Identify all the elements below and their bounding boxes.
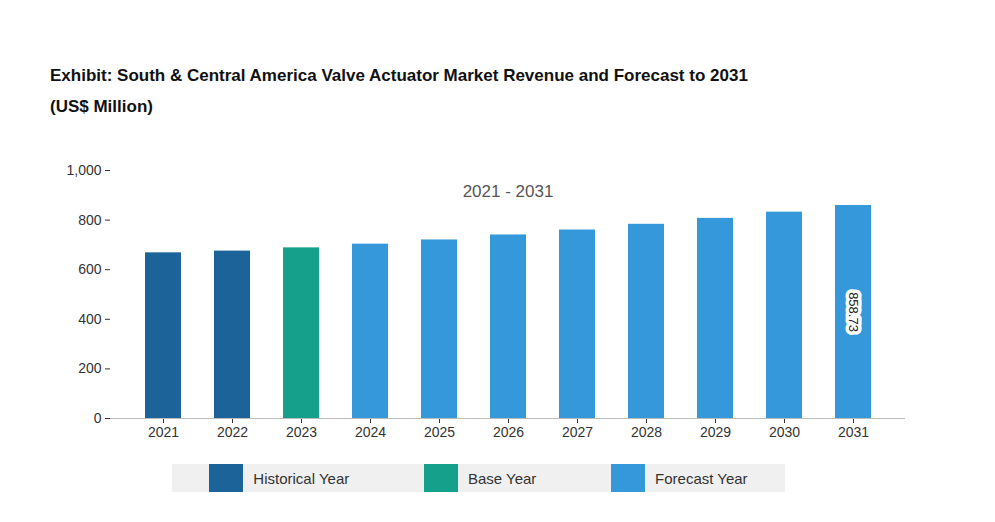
svg-text:2021: 2021	[148, 424, 179, 440]
svg-text:800: 800	[78, 212, 102, 228]
html-text:(US$ Million): (US$ Million)	[50, 97, 153, 116]
svg-text:2027: 2027	[562, 424, 593, 440]
html-text:Forecast Year: Forecast Year	[655, 469, 748, 487]
html-text:Historical Year: Historical Year	[253, 469, 350, 487]
svg-text:2024: 2024	[355, 424, 386, 440]
svg-text:400: 400	[78, 311, 102, 327]
svg-text:2031: 2031	[838, 424, 869, 440]
html-text:Base Year: Base Year	[467, 469, 537, 487]
svg-text:0: 0	[94, 410, 102, 426]
svg-text:2030: 2030	[769, 424, 800, 440]
html-text:Exhibit: South & Central Ameri: Exhibit: South & Central America Valve A…	[50, 66, 748, 85]
svg-text:2025: 2025	[424, 424, 455, 440]
svg-text:2028: 2028	[631, 424, 662, 440]
svg-text:2021 - 2031: 2021 - 2031	[463, 182, 554, 201]
svg-text:2026: 2026	[493, 424, 524, 440]
svg-text:200: 200	[78, 360, 102, 376]
svg-text:2023: 2023	[286, 424, 317, 440]
svg-text:600: 600	[78, 261, 102, 277]
svg-text:2022: 2022	[217, 424, 248, 440]
svg-text:858.73: 858.73	[846, 292, 861, 332]
svg-text:2029: 2029	[700, 424, 731, 440]
svg-text:1,000: 1,000	[66, 162, 101, 178]
